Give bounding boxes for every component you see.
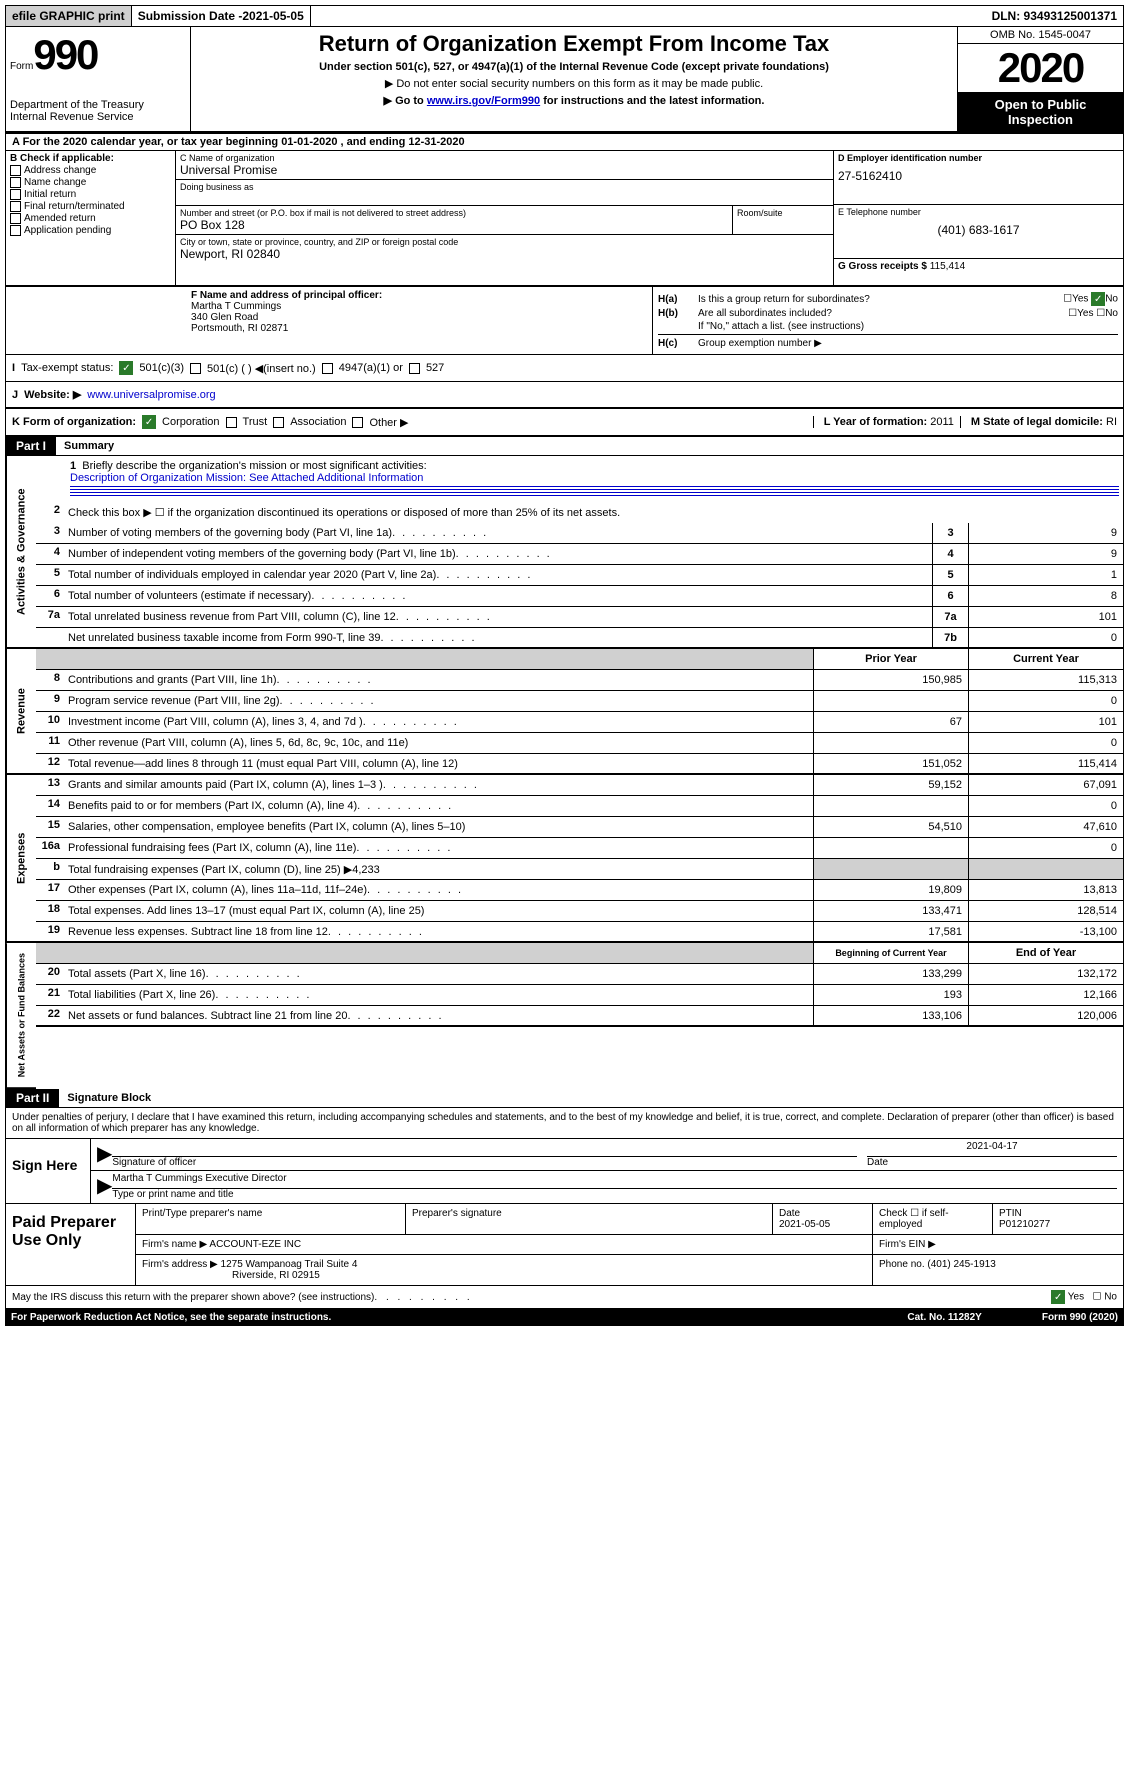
check-icon: ✓ — [1091, 292, 1105, 306]
omb-number: OMB No. 1545-0047 — [958, 27, 1123, 44]
officer-name: F Name and address of principal officer:… — [186, 287, 653, 354]
ein-cell: D Employer identification number 27-5162… — [834, 151, 1123, 205]
side-net-assets: Net Assets or Fund Balances — [6, 943, 36, 1089]
identification-grid: B Check if applicable: Address change Na… — [5, 150, 1124, 287]
side-expenses: Expenses — [6, 775, 36, 943]
address-cell: Number and street (or P.O. box if mail i… — [176, 206, 733, 234]
chk-name[interactable] — [10, 177, 21, 188]
side-revenue: Revenue — [6, 649, 36, 775]
sign-here-label: Sign Here — [6, 1139, 91, 1203]
row-a-tax-year: A For the 2020 calendar year, or tax yea… — [5, 133, 1124, 150]
line-1-mission: 1 Briefly describe the organization's mi… — [36, 456, 1123, 502]
part-1-header: Part I Summary — [5, 437, 1124, 456]
room-cell: Room/suite — [733, 206, 833, 234]
row-i-tax-status: ITax-exempt status: ✓501(c)(3) 501(c) ( … — [5, 355, 1124, 382]
chk-address[interactable] — [10, 165, 21, 176]
subtitle: Under section 501(c), 527, or 4947(a)(1)… — [195, 61, 953, 73]
bottom-bar: For Paperwork Reduction Act Notice, see … — [5, 1309, 1124, 1326]
tax-year: 2020 — [958, 44, 1123, 93]
signature-block: Under penalties of perjury, I declare th… — [5, 1108, 1124, 1309]
instruction-2: ▶ Go to www.irs.gov/Form990 for instruct… — [195, 94, 953, 107]
telephone-cell: E Telephone number (401) 683-1617 — [834, 205, 1123, 259]
chk-amended[interactable] — [10, 213, 21, 224]
dln: DLN: 93493125001371 — [986, 6, 1123, 26]
submission-date: Submission Date - 2021-05-05 — [132, 6, 311, 26]
main-title: Return of Organization Exempt From Incom… — [195, 31, 953, 57]
principal-officer — [6, 287, 186, 354]
chk-initial[interactable] — [10, 189, 21, 200]
top-bar: efile GRAPHIC print Submission Date - 20… — [5, 5, 1124, 27]
spacer — [311, 6, 986, 26]
efile-print-button[interactable]: efile GRAPHIC print — [6, 6, 132, 26]
chk-pending[interactable] — [10, 225, 21, 236]
h-block: H(a)Is this a group return for subordina… — [653, 287, 1123, 354]
org-name-cell: C Name of organization Universal Promise — [176, 151, 833, 180]
dept-treasury: Department of the TreasuryInternal Reven… — [10, 99, 186, 123]
open-public-badge: Open to PublicInspection — [958, 93, 1123, 131]
row-j-website: JWebsite: ▶ www.universalpromise.org — [5, 382, 1124, 409]
discuss-row: May the IRS discuss this return with the… — [6, 1285, 1123, 1308]
row-k-org-form: K Form of organization: ✓Corporation Tru… — [5, 409, 1124, 437]
check-icon: ✓ — [142, 415, 156, 429]
check-icon: ✓ — [1051, 1290, 1065, 1304]
paid-preparer-label: Paid Preparer Use Only — [6, 1204, 136, 1285]
col-b-checkboxes: B Check if applicable: Address change Na… — [6, 151, 176, 285]
form-header: Form990 Department of the TreasuryIntern… — [5, 27, 1124, 133]
check-icon: ✓ — [119, 361, 133, 375]
city-cell: City or town, state or province, country… — [176, 235, 833, 263]
instruction-1: ▶ Do not enter social security numbers o… — [195, 77, 953, 90]
form-number: 990 — [33, 31, 97, 78]
dba-cell: Doing business as — [176, 180, 833, 206]
chk-final[interactable] — [10, 201, 21, 212]
part-2-header: Part II Signature Block — [5, 1089, 1124, 1108]
side-activities: Activities & Governance — [6, 456, 36, 649]
website-link[interactable]: www.universalpromise.org — [87, 389, 215, 401]
form-label: Form — [10, 61, 33, 72]
gross-receipts-cell: G Gross receipts $ 115,414 — [834, 259, 1123, 285]
perjury-statement: Under penalties of perjury, I declare th… — [6, 1108, 1123, 1139]
irs-link[interactable]: www.irs.gov/Form990 — [427, 95, 540, 107]
